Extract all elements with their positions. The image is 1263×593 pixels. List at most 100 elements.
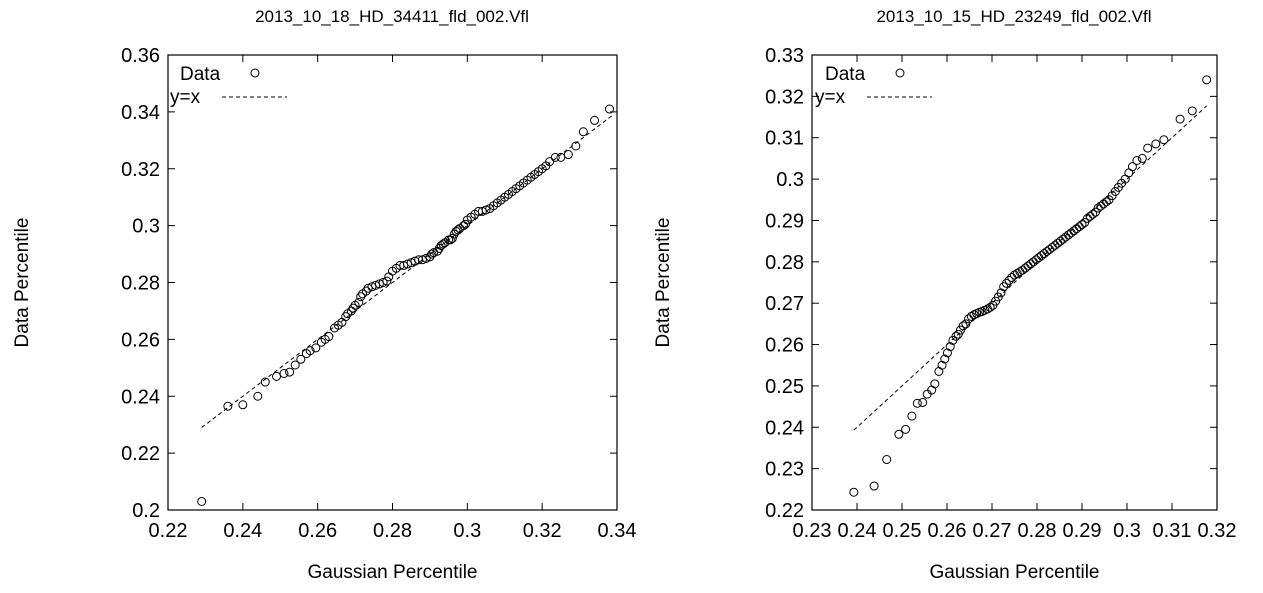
data-point bbox=[590, 115, 600, 125]
data-point bbox=[894, 429, 904, 439]
data-point bbox=[453, 225, 463, 235]
series-line-y-equals-x bbox=[201, 114, 614, 428]
data-point bbox=[1020, 263, 1030, 273]
x-tick-label: 0.29 bbox=[1063, 520, 1102, 542]
data-point bbox=[447, 233, 457, 243]
y-tick-label: 0.22 bbox=[765, 500, 804, 522]
data-point bbox=[901, 424, 911, 434]
x-tick-label: 0.25 bbox=[883, 520, 922, 542]
x-axis-label: Gaussian Percentile bbox=[929, 562, 1099, 583]
data-point bbox=[223, 401, 233, 411]
data-point bbox=[945, 342, 955, 352]
data-point bbox=[1012, 268, 1022, 278]
y-tick-label: 0.24 bbox=[765, 417, 804, 439]
x-tick-label: 0.27 bbox=[973, 520, 1012, 542]
data-point bbox=[985, 302, 995, 312]
data-point bbox=[1101, 197, 1111, 207]
data-point bbox=[1124, 168, 1134, 178]
data-point bbox=[481, 205, 491, 215]
data-point bbox=[1137, 153, 1147, 163]
data-point bbox=[940, 354, 950, 364]
data-point bbox=[1037, 251, 1046, 261]
data-point bbox=[999, 282, 1009, 292]
data-point bbox=[290, 360, 300, 370]
x-tick-label: 0.22 bbox=[149, 520, 188, 542]
data-point bbox=[1042, 246, 1052, 256]
data-point bbox=[1001, 278, 1011, 288]
data-point bbox=[942, 348, 952, 358]
y-tick-label: 0.32 bbox=[765, 86, 804, 108]
y-tick-label: 0.22 bbox=[121, 443, 160, 465]
data-point bbox=[354, 297, 364, 307]
x-tick-label: 0.34 bbox=[598, 520, 637, 542]
chart-panel-right: 2013_10_15_HD_23249_fld_002.Vfl 0.23 0.24 0… bbox=[653, 7, 1236, 583]
y-axis-label: Data Percentile bbox=[653, 218, 674, 348]
legend-swatch-circle bbox=[895, 68, 905, 78]
x-tick-label: 0.31 bbox=[1153, 520, 1192, 542]
data-point bbox=[382, 276, 392, 286]
x-tick-label: 0.28 bbox=[373, 520, 412, 542]
data-point bbox=[311, 343, 321, 353]
data-point bbox=[305, 346, 315, 356]
data-point bbox=[1023, 261, 1033, 271]
chart-title: 2013_10_18_HD_34411_fld_002.Vfl bbox=[255, 7, 529, 26]
legend-label: y=x bbox=[170, 87, 201, 108]
data-point bbox=[427, 249, 437, 259]
data-point bbox=[1039, 249, 1049, 259]
y-tick-label: 0.3 bbox=[776, 169, 804, 191]
data-point bbox=[934, 366, 944, 376]
data-point bbox=[912, 398, 922, 408]
data-point bbox=[1026, 259, 1036, 269]
data-point bbox=[361, 286, 371, 296]
data-point bbox=[1132, 155, 1142, 165]
data-point bbox=[421, 253, 431, 263]
data-point bbox=[438, 239, 448, 249]
legend-label: y=x bbox=[815, 87, 846, 108]
plot-frame bbox=[811, 54, 1218, 511]
data-point bbox=[1159, 135, 1169, 145]
y-tick-label: 0.24 bbox=[121, 386, 160, 408]
data-point bbox=[324, 332, 334, 342]
data-point bbox=[285, 367, 295, 377]
data-point bbox=[279, 369, 289, 378]
data-point bbox=[253, 391, 263, 401]
data-point bbox=[1028, 257, 1038, 267]
x-tick-label: 0.24 bbox=[223, 520, 262, 542]
y-tick-label: 0.36 bbox=[121, 45, 160, 67]
data-point bbox=[1061, 232, 1071, 242]
data-point bbox=[545, 157, 555, 167]
data-point bbox=[849, 487, 859, 497]
data-point bbox=[1143, 143, 1153, 153]
data-point bbox=[966, 311, 976, 321]
y-tick-label: 0.33 bbox=[765, 45, 804, 67]
data-point bbox=[1010, 270, 1019, 280]
data-point bbox=[260, 377, 270, 387]
data-point bbox=[272, 371, 282, 381]
data-point bbox=[996, 288, 1006, 298]
data-point bbox=[1085, 211, 1095, 221]
x-tick-label: 0.26 bbox=[298, 520, 337, 542]
data-point bbox=[296, 354, 306, 364]
data-point bbox=[1187, 106, 1197, 116]
y-axis-label: Data Percentile bbox=[12, 218, 33, 348]
data-point bbox=[882, 455, 892, 465]
series-line-y-equals-x bbox=[853, 105, 1207, 431]
y-tick-label: 0.29 bbox=[765, 210, 804, 232]
x-tick-label: 0.32 bbox=[523, 520, 562, 542]
data-point bbox=[1175, 114, 1185, 124]
data-point bbox=[1127, 162, 1137, 172]
data-point bbox=[930, 379, 940, 389]
data-point bbox=[1004, 275, 1014, 285]
y-tick-label: 0.26 bbox=[121, 329, 160, 351]
x-tick-label: 0.26 bbox=[928, 520, 967, 542]
data-point bbox=[869, 481, 879, 491]
y-tick-label: 0.28 bbox=[121, 273, 160, 295]
data-point bbox=[907, 411, 917, 421]
y-tick-label: 0.3 bbox=[132, 216, 160, 238]
data-point bbox=[378, 278, 388, 287]
data-point bbox=[605, 104, 615, 114]
data-point bbox=[563, 150, 573, 160]
data-point bbox=[1074, 222, 1084, 232]
data-point bbox=[1058, 234, 1068, 244]
